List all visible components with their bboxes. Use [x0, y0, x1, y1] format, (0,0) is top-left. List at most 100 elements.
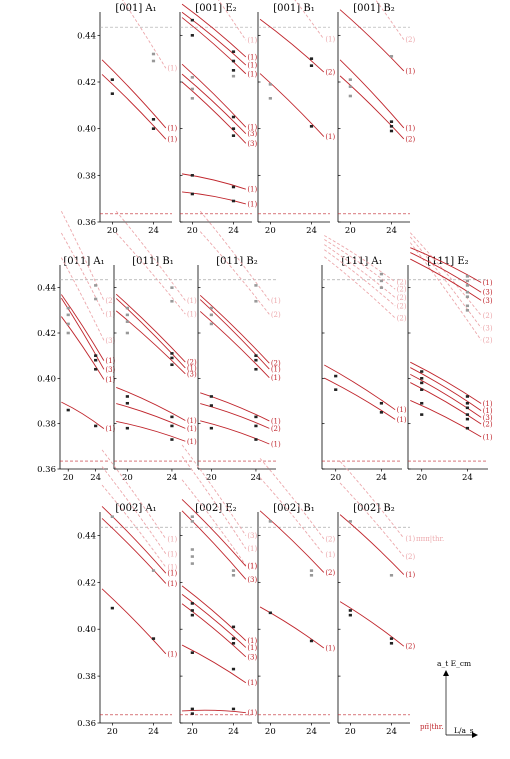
data-point	[190, 707, 194, 711]
curve-label: (2)	[405, 135, 415, 143]
curve-label: (2)	[483, 312, 493, 320]
y-tick-label: 0.44	[77, 31, 96, 41]
arrow-head-right	[472, 732, 478, 738]
panel-8: [111] E₂(2)(3)(2)(1)(3)(3)(1)(1)(3)(2)(1…	[407, 232, 493, 483]
curve-label: (1)	[105, 425, 115, 433]
faded-curve	[409, 232, 482, 316]
curve-label: (1)	[271, 297, 281, 305]
faded-curve	[101, 466, 167, 555]
data-point	[465, 401, 470, 405]
curve-label: (1)	[167, 65, 177, 73]
x-tick-label: 20	[416, 473, 427, 483]
data-point	[379, 411, 384, 414]
panel-5: [011] B₁(1)(1)(2)(1)(3)(1)(1)(1)20 24	[113, 210, 197, 483]
data-point	[420, 377, 424, 380]
fit-curve	[61, 316, 105, 380]
curve-label: (2)	[187, 359, 197, 367]
curve-label: (1)	[271, 366, 281, 374]
curve-label: (2)	[405, 643, 415, 651]
faded-point	[231, 74, 236, 78]
fit-curve	[116, 403, 186, 429]
fit-curve	[181, 81, 247, 144]
faded-point	[125, 313, 129, 317]
y-tick-label: 0.36	[77, 218, 96, 228]
fit-curve	[199, 299, 270, 370]
faded-point	[94, 297, 98, 301]
curve-label: (1)	[187, 364, 197, 372]
data-point	[268, 611, 272, 615]
y-tick-label: 0.42	[77, 78, 96, 88]
data-point	[309, 639, 314, 643]
curve-label: (3)	[247, 130, 257, 138]
faded-point	[151, 52, 156, 56]
faded-point	[348, 78, 352, 81]
curve-label: (1)	[247, 70, 257, 78]
data-point	[334, 374, 338, 378]
curve-label: (1)	[105, 311, 115, 319]
y-tick-label: 0.40	[37, 374, 56, 384]
curve-label: (1)	[405, 571, 415, 579]
curve-label: (2)	[397, 286, 407, 294]
fit-curve	[181, 73, 247, 135]
fit-curve	[181, 17, 247, 75]
faded-point	[465, 275, 470, 278]
faded-point	[125, 320, 129, 323]
faded-point	[465, 284, 470, 287]
data-point	[125, 426, 129, 430]
fit-curve	[200, 420, 270, 445]
data-point	[190, 174, 194, 177]
panel-7: [111] A₁(2)(2)(2)(2)(2)(1)(1)20 24	[321, 235, 407, 483]
curve-label: (2)	[397, 315, 407, 323]
curve-label: (2)	[325, 535, 335, 543]
data-point	[125, 395, 129, 398]
curve-label: (2)	[483, 337, 493, 345]
x-tick-label: 24	[386, 727, 397, 737]
faded-curve	[409, 242, 482, 341]
panel-title: [002] A₁	[115, 503, 156, 514]
faded-curve	[181, 456, 247, 549]
data-point	[420, 388, 424, 391]
fit-curve	[181, 644, 247, 684]
panel-10: [002] E₂(3)(1)(1)(1)(3)(1)(1)(3)(1)(1)20…	[179, 444, 258, 737]
curve-label: (1)	[187, 311, 197, 319]
faded-point	[94, 284, 98, 287]
curve-label: (1)	[105, 357, 115, 365]
curve-label: (1)	[271, 417, 281, 425]
data-point	[231, 637, 236, 640]
y-tick-label: 0.38	[77, 171, 96, 181]
data-point	[231, 707, 236, 711]
curve-label: (1)	[247, 124, 257, 132]
fit-curve	[182, 709, 246, 714]
data-point	[190, 602, 194, 605]
data-point	[231, 50, 236, 53]
curve-label: (1)	[247, 186, 257, 194]
fit-curve	[181, 3, 247, 58]
faded-curve	[115, 232, 186, 315]
data-point	[231, 69, 236, 72]
x-tick-label: 20	[187, 727, 198, 737]
x-tick-label: 24	[90, 473, 101, 483]
data-point	[190, 609, 194, 612]
curve-label: (1)	[405, 535, 415, 543]
faded-point	[209, 313, 213, 317]
data-point	[465, 413, 470, 416]
curve-label: (1)	[167, 650, 177, 658]
faded-curve	[115, 210, 186, 301]
x-tick-label: 24	[228, 727, 239, 737]
panel-title: [001] B₁	[273, 3, 314, 14]
faded-curve	[199, 231, 270, 315]
panel-12: [002] B₂ (1) (2) (1) (2) 20 24	[337, 461, 416, 737]
faded-point	[125, 306, 129, 310]
x-tick-label: 20	[265, 226, 276, 236]
panel-title: [111] E₂	[427, 256, 468, 267]
faded-curve	[181, 444, 247, 536]
panel-4: [011] A₁(2)(1)(3)(1)(3)(1)(1)20 240.360.3…	[37, 210, 116, 483]
data-point	[231, 625, 236, 629]
data-point	[389, 125, 394, 128]
fit-curve	[115, 310, 186, 375]
faded-point	[190, 515, 194, 518]
x-tick-label: 24	[376, 473, 387, 483]
x-tick-label: 20	[206, 473, 217, 483]
faded-point	[379, 272, 384, 276]
data-point	[254, 367, 258, 371]
